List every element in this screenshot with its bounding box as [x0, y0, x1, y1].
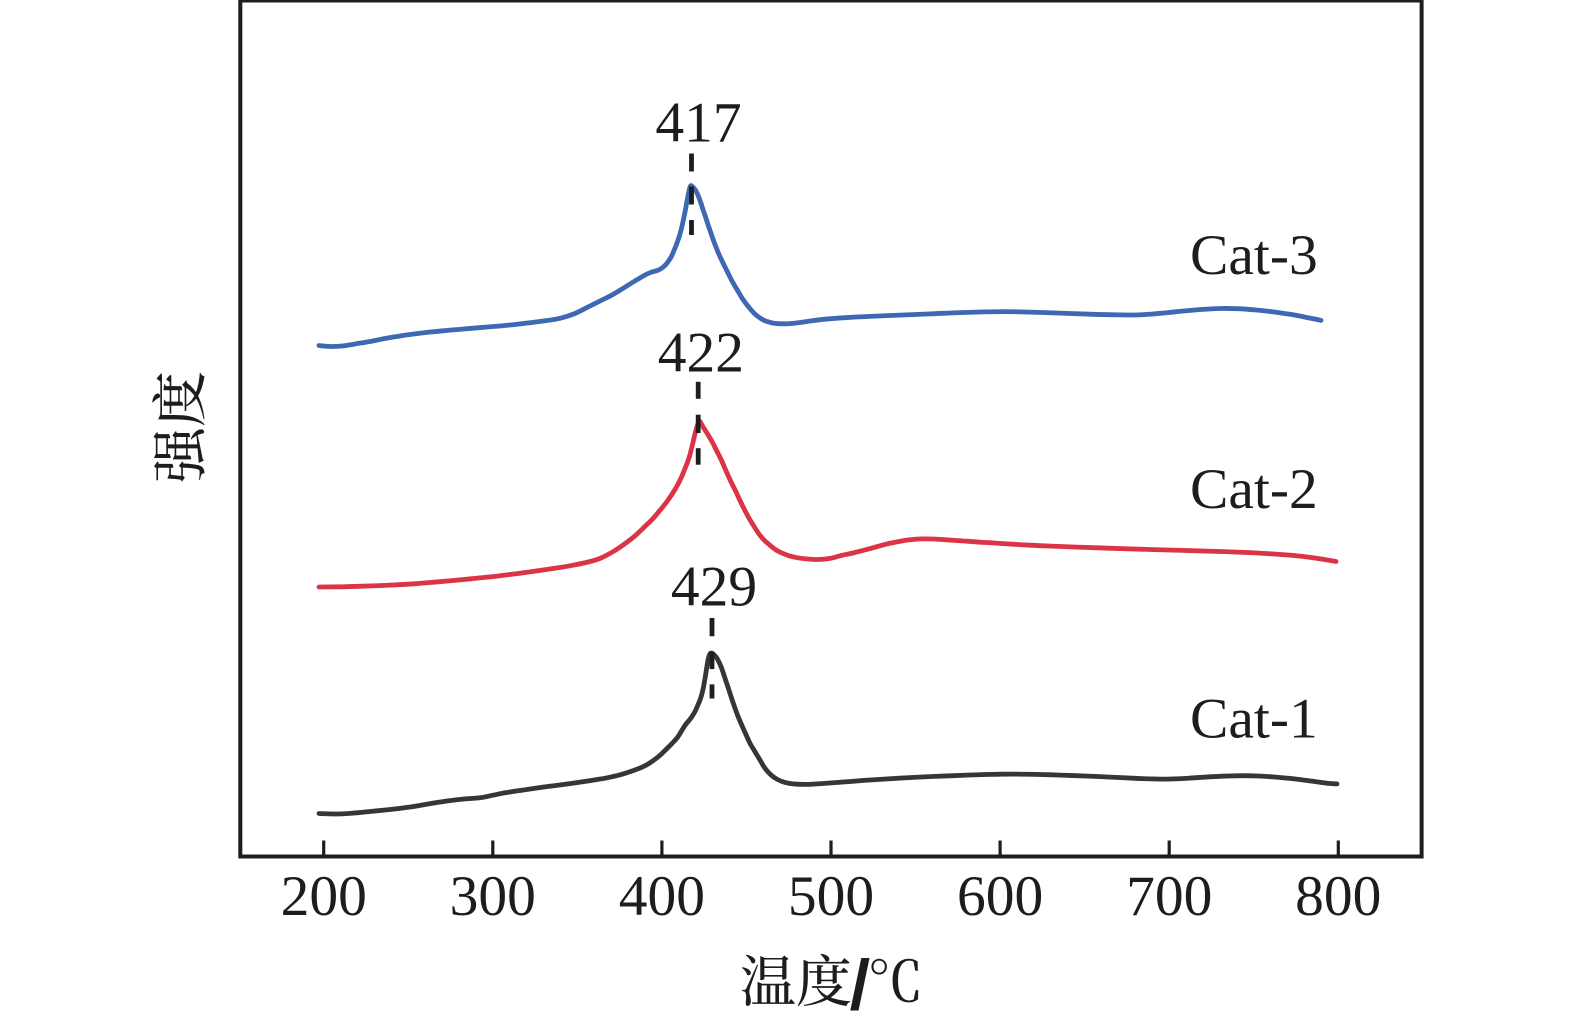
svg-text:500: 500: [788, 865, 874, 928]
svg-text:Cat-3: Cat-3: [1190, 224, 1318, 287]
svg-text:422: 422: [658, 322, 744, 385]
svg-text:Cat-2: Cat-2: [1190, 458, 1318, 521]
svg-text:300: 300: [450, 865, 536, 928]
svg-text:700: 700: [1126, 865, 1212, 928]
svg-text:400: 400: [619, 865, 705, 928]
svg-text:Cat-1: Cat-1: [1190, 688, 1318, 751]
svg-text:417: 417: [655, 92, 741, 155]
svg-text:200: 200: [281, 865, 367, 928]
svg-text:800: 800: [1295, 865, 1381, 928]
svg-text:429: 429: [671, 555, 757, 618]
svg-text:600: 600: [957, 865, 1043, 928]
